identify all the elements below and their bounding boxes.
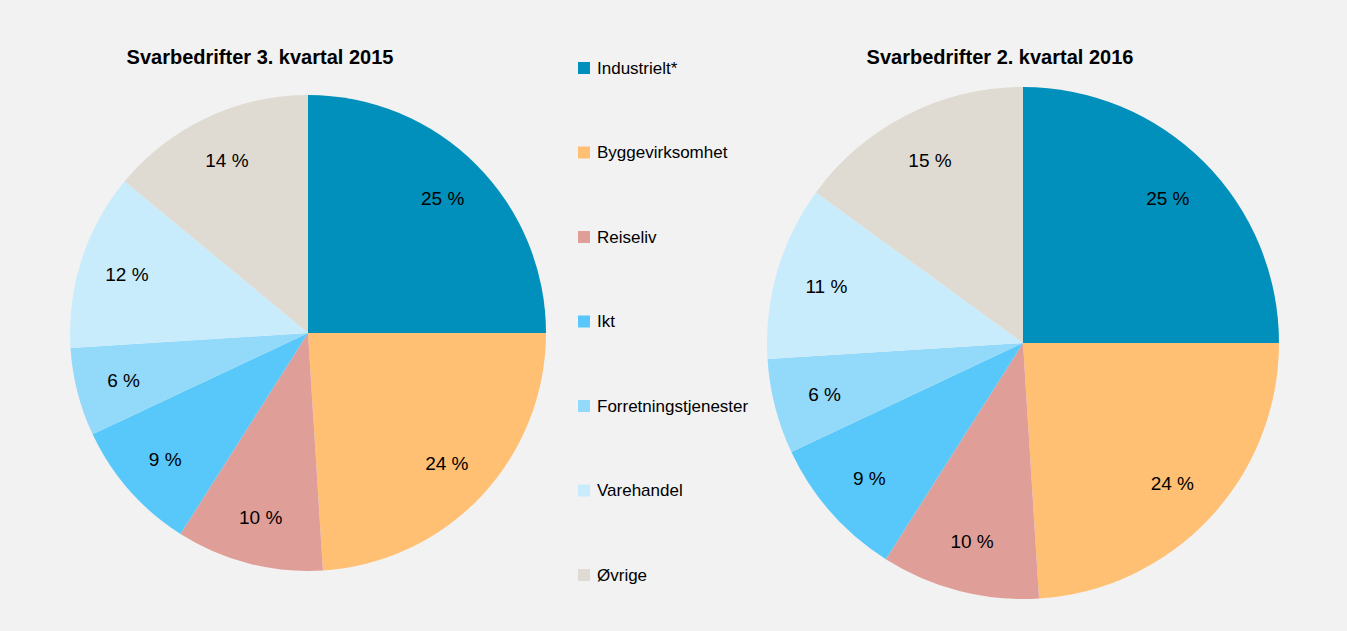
data-label: 11 % [805,276,847,297]
legend-swatch [578,569,590,581]
data-labels: 25 % 24 % 10 % 9 % 6 % 11 % 15 % [805,150,1194,552]
legend-swatch [578,231,590,243]
chart: Svarbedrifter 3. kvartal 2015 25 % 24 % 10 … [0,0,1347,631]
legend-label: Ikt [597,312,615,331]
pie-slice [1023,343,1279,598]
data-label: 10 % [239,507,282,528]
data-labels: 25 % 24 % 10 % 9 % 6 % 12 % 14 % [105,150,468,528]
data-label: 6 % [808,384,841,405]
pie-slice [768,343,1023,452]
background [0,0,1347,631]
legend-label: Forretningstjenester [597,397,749,416]
legend-swatch [578,62,590,74]
data-label: 9 % [149,449,182,470]
data-label: 25 % [1146,188,1189,209]
legend-label: Reiseliv [597,228,657,247]
data-label: 24 % [1151,473,1194,494]
data-label: 14 % [205,150,248,171]
pie-slice [1023,87,1279,343]
legend-swatch [578,400,590,412]
pie [70,95,546,571]
data-label: 9 % [853,468,886,489]
pie-slice [125,95,308,333]
data-label: 10 % [950,531,993,552]
chart-title: Svarbedrifter 3. kvartal 2015 [127,46,394,68]
legend-swatch [578,316,590,328]
data-label: 25 % [421,188,464,209]
legend-swatch [578,147,590,159]
legend-label: Varehandel [597,481,683,500]
data-label: 6 % [107,370,140,391]
pie-slice [70,333,308,434]
legend-label: Industrielt* [597,59,678,78]
legend-label: Byggevirksomhet [597,143,728,162]
legend-swatch [578,485,590,497]
data-label: 15 % [908,150,951,171]
data-label: 24 % [425,453,468,474]
legend: Industrielt* Byggevirksomhet Reiseliv Ikt Fo… [578,59,749,585]
data-label: 12 % [105,264,148,285]
pie-slice [816,87,1023,343]
pie-slice [308,333,546,571]
pie [767,87,1279,599]
chart-title: Svarbedrifter 2. kvartal 2016 [867,46,1134,68]
legend-label: Øvrige [597,566,647,585]
pie-slice [308,95,546,333]
